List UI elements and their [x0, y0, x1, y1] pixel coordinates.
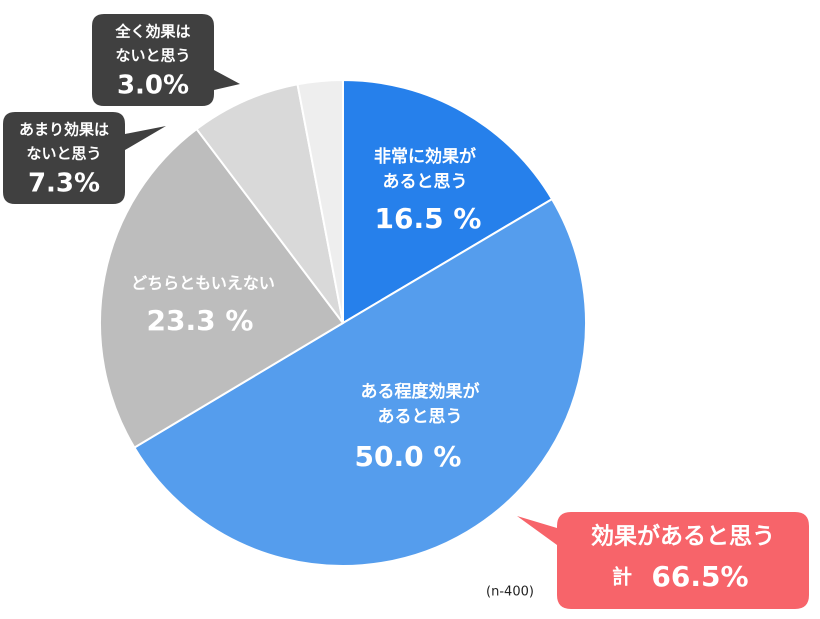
slice-label: ある程度効果が: [361, 381, 480, 402]
pie-slice: [342, 78, 554, 325]
total-prefix: 計: [612, 565, 632, 589]
value-label: 16.5 %: [375, 202, 482, 235]
pie-slice: [99, 127, 345, 449]
pie-slice: [296, 78, 344, 324]
pie-slice: [132, 197, 587, 567]
pie-slice: [195, 83, 344, 324]
slice-label: あると思う: [378, 407, 463, 427]
callout-box: [3, 112, 166, 204]
total-title: 効果があると思う: [591, 523, 775, 550]
slice-label: あると思う: [383, 172, 468, 192]
note: (n-400): [486, 585, 534, 600]
value-label: 7.3%: [28, 169, 100, 199]
slice-label: 全く効果は: [114, 23, 190, 41]
value-label: 3.0%: [117, 71, 189, 101]
slice-label: あまり効果は: [19, 121, 109, 139]
callout-box: [92, 14, 240, 106]
slice-label: どちらともいえない: [131, 274, 275, 293]
total-value: 66.5%: [651, 560, 748, 593]
slice-label: 非常に効果が: [374, 146, 476, 167]
value-label: 50.0 %: [355, 440, 462, 473]
value-label: 23.3 %: [147, 304, 254, 337]
total-callout: [517, 512, 809, 609]
slice-label: ないと思う: [26, 145, 101, 163]
slice-label: ないと思う: [115, 47, 190, 65]
